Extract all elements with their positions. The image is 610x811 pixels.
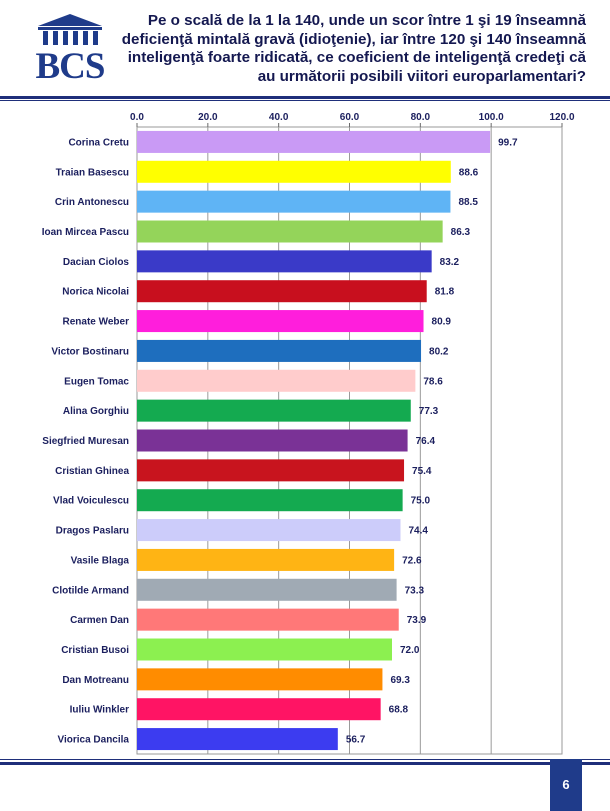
category-label: Traian Basescu <box>56 167 129 178</box>
value-label: 69.3 <box>390 675 410 686</box>
value-label: 72.0 <box>400 645 420 656</box>
value-label: 88.5 <box>458 197 478 208</box>
bar <box>137 459 405 482</box>
x-tick-label: 40.0 <box>269 112 289 123</box>
value-label: 76.4 <box>416 436 436 447</box>
bar <box>137 519 401 542</box>
bar <box>137 250 432 273</box>
category-label: Dacian Ciolos <box>63 257 130 268</box>
header-rule <box>0 96 610 99</box>
x-tick-label: 20.0 <box>198 112 218 123</box>
value-label: 81.8 <box>435 287 455 298</box>
title-line: inteligenţă foarte ridicată, ce coeficie… <box>127 49 586 66</box>
x-tick-label: 100.0 <box>479 112 504 123</box>
bar <box>137 339 422 362</box>
x-tick-label: 80.0 <box>411 112 431 123</box>
category-label: Alina Gorghiu <box>63 406 129 417</box>
bar <box>137 489 403 512</box>
category-label: Cristian Busoi <box>61 645 129 656</box>
bar <box>137 608 399 631</box>
title-line: deficienţă mintală gravă (idioţenie), ia… <box>121 30 586 48</box>
category-label: Ioan Mircea Pascu <box>42 227 129 238</box>
value-label: 56.7 <box>346 735 366 746</box>
chart-area: 0.0 20.0 40.0 60.0 80.0 100.0 120.0 Corina Cret… <box>10 104 600 758</box>
logo-text: BCS <box>35 46 106 87</box>
category-label: Dragos Paslaru <box>56 526 129 537</box>
bar <box>137 369 416 392</box>
title-line: Pe o scală de la 1 la 140, unde un scor … <box>147 12 586 29</box>
category-label: Viorica Dancila <box>57 735 129 746</box>
bar <box>137 548 395 571</box>
footer-rule-thin <box>0 759 610 760</box>
bar-chart: 0.0 20.0 40.0 60.0 80.0 100.0 120.0 Corina Cret… <box>42 112 575 755</box>
category-label: Carmen Dan <box>70 615 129 626</box>
bar <box>137 728 338 751</box>
x-tick-label: 120.0 <box>549 112 574 123</box>
chart-title: Pe o scală de la 1 la 140, unde un scor … <box>106 12 586 86</box>
category-label: Victor Bostinaru <box>51 346 129 357</box>
page-number: 6 <box>550 759 582 811</box>
header-rule-thin <box>0 100 610 101</box>
value-label: 74.4 <box>409 526 429 537</box>
value-label: 83.2 <box>440 257 460 268</box>
value-label: 99.7 <box>498 137 518 148</box>
category-label: Crin Antonescu <box>55 197 129 208</box>
value-label: 88.6 <box>459 167 479 178</box>
category-label: Cristian Ghinea <box>55 466 129 477</box>
bar <box>137 310 424 333</box>
category-label: Iuliu Winkler <box>70 705 129 716</box>
bar <box>137 399 411 422</box>
bar <box>137 578 397 601</box>
bar <box>137 190 451 213</box>
value-label: 77.3 <box>419 406 439 417</box>
value-label: 73.9 <box>407 615 427 626</box>
category-label: Vlad Voiculescu <box>53 496 129 507</box>
category-label: Renate Weber <box>62 317 129 328</box>
value-label: 80.2 <box>429 346 449 357</box>
bar <box>137 698 381 721</box>
bar <box>137 280 427 303</box>
bar <box>137 220 443 243</box>
value-label: 80.9 <box>432 317 452 328</box>
x-tick-label: 60.0 <box>340 112 360 123</box>
bar <box>137 160 451 183</box>
category-label: Siegfried Muresan <box>42 436 129 447</box>
category-label: Clotilde Armand <box>52 585 129 596</box>
bar <box>137 668 383 691</box>
value-label: 78.6 <box>423 376 443 387</box>
category-label: Dan Motreanu <box>62 675 129 686</box>
bcs-logo: BCS <box>34 12 106 86</box>
x-tick-label: 0.0 <box>130 112 144 123</box>
value-label: 72.6 <box>402 555 422 566</box>
value-label: 68.8 <box>389 705 409 716</box>
category-label: Norica Nicolai <box>62 287 129 298</box>
value-label: 75.4 <box>412 466 432 477</box>
footer-rule <box>0 762 610 765</box>
category-label: Corina Cretu <box>68 137 129 148</box>
bar <box>137 638 392 661</box>
category-label: Eugen Tomac <box>64 376 129 387</box>
value-label: 86.3 <box>451 227 471 238</box>
category-label: Vasile Blaga <box>71 555 130 566</box>
value-label: 73.3 <box>405 585 425 596</box>
building-icon <box>38 14 102 45</box>
value-label: 75.0 <box>411 496 431 507</box>
title-line: au următorii posibili viitori europarlam… <box>257 67 586 85</box>
bar <box>137 130 491 153</box>
bar <box>137 429 408 452</box>
